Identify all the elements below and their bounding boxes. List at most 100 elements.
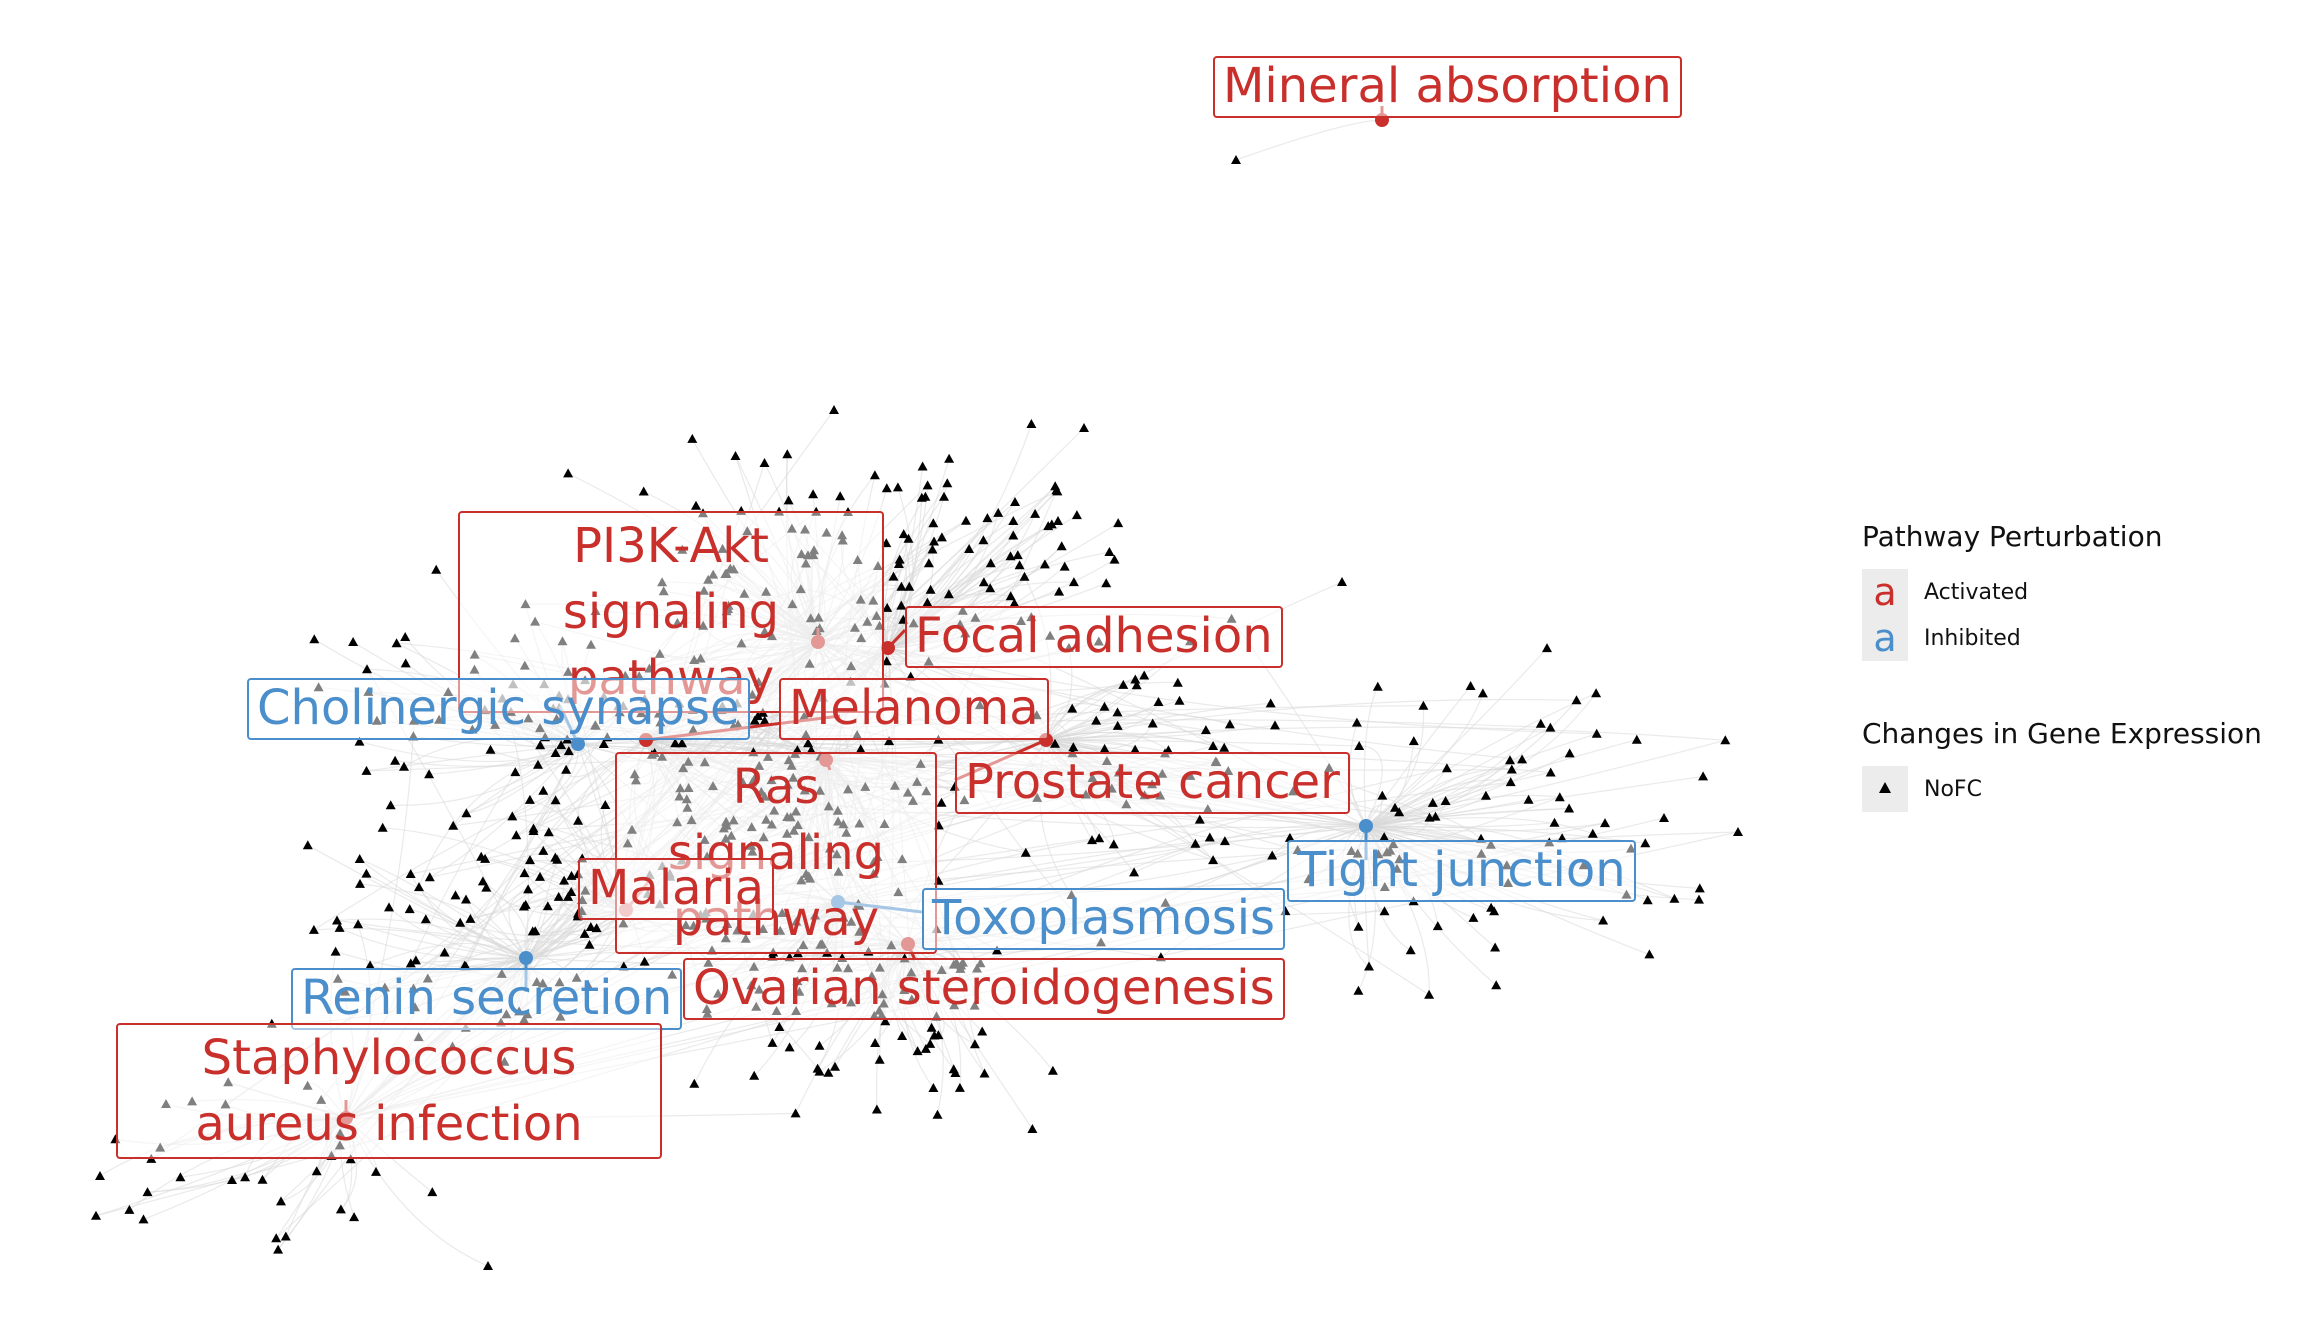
gene-node xyxy=(1591,688,1602,698)
gene-node xyxy=(1054,586,1065,596)
gene-node xyxy=(1659,813,1669,822)
gene-node xyxy=(1030,508,1041,518)
gene-node xyxy=(1284,832,1295,842)
gene-node xyxy=(257,1174,268,1184)
pathway-label-prostate-cancer: Prostate cancer xyxy=(955,752,1350,814)
network-edge xyxy=(1045,700,1180,741)
gene-node xyxy=(1113,518,1124,528)
gene-node xyxy=(362,664,372,674)
gene-node xyxy=(814,1040,825,1050)
legend-key-activated: a xyxy=(1862,569,1908,615)
network-edge xyxy=(1365,647,1548,827)
gene-node xyxy=(1427,797,1438,807)
gene-node xyxy=(124,1204,135,1214)
pathway-node xyxy=(1359,819,1373,833)
gene-node xyxy=(384,902,394,912)
gene-node xyxy=(894,554,905,564)
gene-node xyxy=(528,826,539,835)
gene-node xyxy=(461,894,471,904)
gene-node xyxy=(538,845,549,855)
network-edge xyxy=(1365,685,1472,827)
network-edge xyxy=(525,880,565,959)
gene-node xyxy=(1010,497,1020,506)
gene-node xyxy=(371,1166,381,1176)
gene-node xyxy=(1669,893,1680,903)
gene-node xyxy=(1104,547,1115,556)
gene-node xyxy=(349,1212,360,1222)
gene-node xyxy=(1440,796,1451,805)
gene-node xyxy=(1506,764,1517,774)
gene-node xyxy=(361,765,372,775)
gene-node xyxy=(390,755,401,765)
gene-node xyxy=(985,558,996,568)
network-edge xyxy=(1349,722,1367,827)
gene-node xyxy=(806,745,817,755)
network-edge xyxy=(1365,817,1431,836)
gene-node xyxy=(461,808,472,818)
network-edge xyxy=(395,743,579,767)
gene-node xyxy=(808,489,819,499)
network-edge xyxy=(883,562,930,649)
gene-node xyxy=(465,913,476,923)
gene-node xyxy=(448,820,459,830)
gene-node xyxy=(477,876,488,886)
gene-node xyxy=(308,924,319,934)
gene-node xyxy=(414,882,424,892)
gene-node xyxy=(524,794,535,804)
gene-node xyxy=(1694,883,1705,893)
gene-node xyxy=(784,1042,795,1052)
legend-item-nofc: NoFC xyxy=(1862,766,2262,812)
gene-node xyxy=(535,871,545,881)
gene-node xyxy=(1153,697,1164,706)
gene-node xyxy=(334,922,345,932)
gene-node xyxy=(790,1108,801,1118)
gene-node xyxy=(944,453,955,463)
network-edge xyxy=(508,888,529,959)
pathway-node xyxy=(571,737,585,751)
legend-title-perturbation: Pathway Perturbation xyxy=(1862,520,2163,553)
gene-node xyxy=(1644,949,1655,959)
gene-node xyxy=(538,785,549,795)
gene-node xyxy=(1131,680,1142,690)
gene-node xyxy=(476,851,487,861)
gene-node xyxy=(354,736,365,746)
gene-node xyxy=(977,1026,988,1036)
gene-node xyxy=(1056,541,1067,551)
gene-node xyxy=(638,486,649,496)
gene-node xyxy=(1642,895,1653,905)
network-edge xyxy=(1045,702,1271,741)
network-edge xyxy=(1365,812,1482,840)
gene-node xyxy=(598,739,609,748)
gene-node xyxy=(584,939,595,949)
gene-node xyxy=(1480,790,1491,800)
gene-node xyxy=(240,1172,251,1182)
gene-node xyxy=(942,478,953,488)
gene-node xyxy=(95,1171,105,1180)
gene-node xyxy=(1068,577,1079,587)
gene-node xyxy=(1491,980,1502,990)
triangle-icon xyxy=(1879,782,1891,793)
gene-node xyxy=(897,1031,908,1040)
gene-node xyxy=(439,947,450,957)
gene-node xyxy=(961,515,971,525)
network-edge xyxy=(1045,739,1360,747)
gene-node xyxy=(922,480,933,490)
gene-node xyxy=(527,926,538,936)
gene-node xyxy=(410,955,421,965)
gene-node xyxy=(1050,738,1060,748)
gene-node xyxy=(1351,717,1362,727)
gene-node xyxy=(579,928,590,938)
gene-node xyxy=(1008,530,1019,540)
network-edge xyxy=(512,743,579,817)
gene-node xyxy=(405,869,416,878)
gene-node xyxy=(1372,681,1383,691)
gene-node xyxy=(936,797,947,807)
gene-node xyxy=(485,744,496,754)
network-edge xyxy=(887,466,924,649)
gene-node xyxy=(927,544,938,554)
gene-node xyxy=(1067,703,1078,713)
gene-node xyxy=(1364,961,1374,971)
gene-node xyxy=(922,597,933,607)
gene-node xyxy=(1208,855,1219,865)
gene-node xyxy=(1147,718,1158,728)
